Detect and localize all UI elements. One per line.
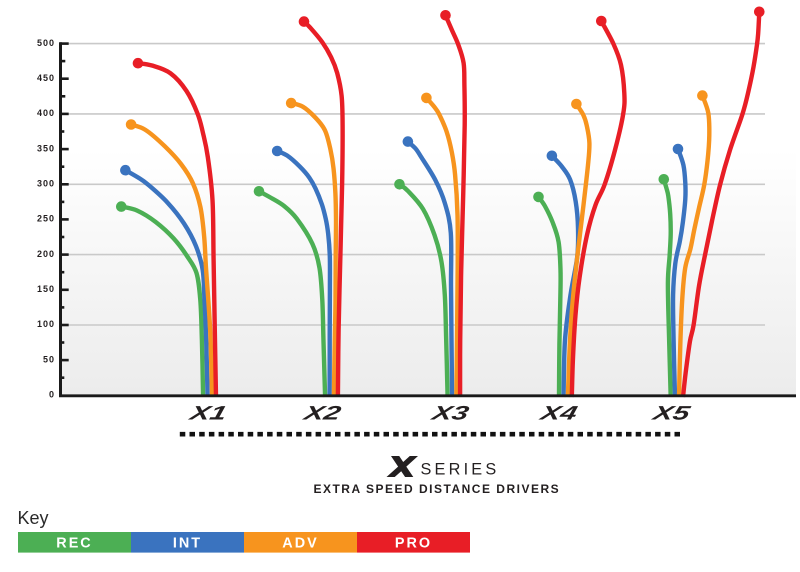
svg-text:100: 100 <box>37 319 55 329</box>
svg-text:500: 500 <box>37 38 55 48</box>
svg-text:Key: Key <box>18 508 49 528</box>
svg-text:X2: X2 <box>300 402 344 424</box>
svg-text:250: 250 <box>37 214 55 224</box>
svg-text:50: 50 <box>43 354 55 364</box>
svg-text:300: 300 <box>37 179 55 189</box>
svg-text:PRO: PRO <box>395 536 432 552</box>
svg-text:X1: X1 <box>186 402 230 424</box>
svg-text:REC: REC <box>56 536 92 552</box>
svg-text:SERIES: SERIES <box>421 461 500 479</box>
svg-text:EXTRA SPEED DISTANCE DRIVERS: EXTRA SPEED DISTANCE DRIVERS <box>313 482 560 496</box>
svg-text:350: 350 <box>37 143 55 153</box>
svg-text:X5: X5 <box>649 402 694 424</box>
svg-text:400: 400 <box>37 108 55 118</box>
svg-text:0: 0 <box>49 390 55 400</box>
svg-text:X4: X4 <box>536 402 580 424</box>
svg-text:X3: X3 <box>428 402 472 424</box>
svg-text:ADV: ADV <box>282 536 318 552</box>
svg-text:450: 450 <box>37 73 55 83</box>
svg-text:INT: INT <box>173 536 202 552</box>
svg-text:200: 200 <box>37 249 55 259</box>
svg-text:150: 150 <box>37 284 55 294</box>
